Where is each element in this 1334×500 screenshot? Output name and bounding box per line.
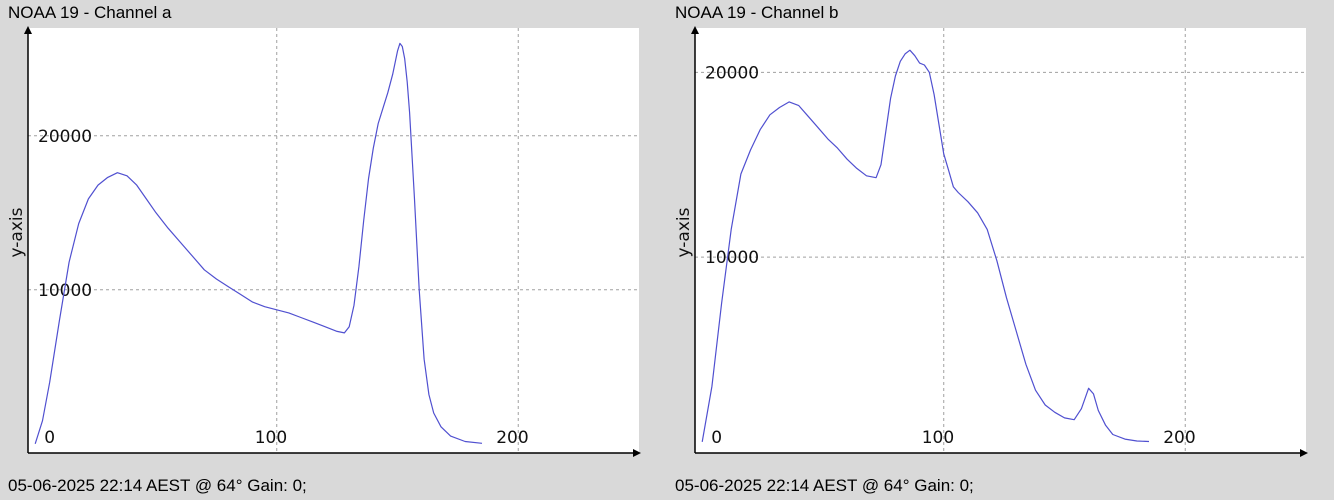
series-line (34, 42, 483, 444)
y-tick-label: 20000 (705, 63, 759, 83)
y-axis-label: y-axis (674, 207, 694, 257)
chart-svg-channel-a: 0 100 200 10000 20000 y-axis (7, 26, 641, 457)
x-axis-arrow (633, 449, 641, 457)
plot-area (695, 28, 1306, 453)
chart-title: NOAA 19 - Channel a (8, 3, 172, 22)
x-tick-label: 100 (922, 428, 954, 448)
x-tick-label: 0 (44, 428, 55, 448)
x-tick-label: 200 (1163, 428, 1195, 448)
chart-panel-channel-a: NOAA 19 - Channel a 0 100 200 10000 20000 y-a… (7, 3, 641, 495)
chart-title: NOAA 19 - Channel b (675, 3, 839, 22)
y-axis-label: y-axis (7, 207, 27, 257)
y-tick-label: 10000 (38, 281, 92, 301)
series-line (701, 49, 1150, 443)
y-axis-arrow (24, 26, 32, 34)
y-tick-label: 10000 (705, 248, 759, 268)
x-tick-label: 100 (255, 428, 287, 448)
y-axis-arrow (691, 26, 699, 34)
chart-footer-status: 05-06-2025 22:14 AEST @ 64° Gain: 0; (8, 476, 307, 495)
chart-footer-status: 05-06-2025 22:14 AEST @ 64° Gain: 0; (675, 476, 974, 495)
x-tick-label: 0 (711, 428, 722, 448)
x-axis-arrow (1300, 449, 1308, 457)
y-tick-label: 20000 (38, 127, 92, 147)
x-tick-label: 200 (496, 428, 528, 448)
chart-svg-channel-b: 0 100 200 10000 20000 y-axis (674, 26, 1308, 457)
plot-area (28, 28, 639, 453)
chart-panel-channel-b: NOAA 19 - Channel b 0 100 200 10000 20000 y-a… (667, 0, 1334, 500)
